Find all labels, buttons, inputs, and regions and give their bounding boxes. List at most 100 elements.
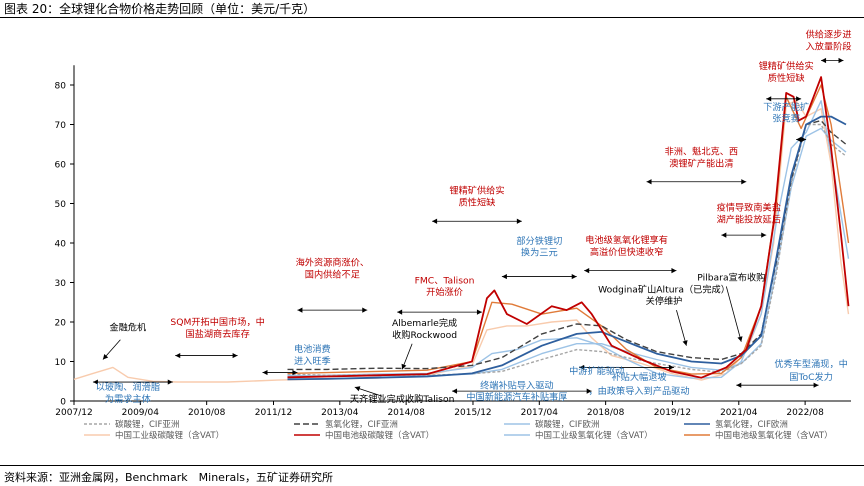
annotation-text: 终端补贴导入驱动 [480, 379, 554, 391]
annotation-text: 质性短缺 [768, 72, 805, 84]
x-tick-label: 2021/04 [720, 408, 758, 418]
annotation-text: 疫情导致南美盐 [717, 202, 781, 214]
annotation-text: FMC、Talison [415, 275, 475, 286]
x-tick-label: 2013/04 [321, 408, 359, 418]
annotation-text: 锂精矿供给实 [449, 185, 504, 197]
bottom-rule [0, 465, 864, 466]
annotation-text: 进入旺季 [294, 355, 331, 367]
annotation-text: 收购Rockwood [392, 329, 457, 341]
y-tick-label: 50 [55, 200, 67, 210]
legend-label: 氢氧化锂，CIF欧洲 [715, 419, 788, 430]
annotation-text: 质性短缺 [459, 196, 496, 208]
top-rule [0, 17, 864, 18]
annotation-text: 湖产能投放延后 [717, 213, 781, 225]
annotation-text: SQM开拓中国市场，中 [170, 316, 265, 328]
y-tick-label: 60 [55, 161, 67, 171]
annotation-text: 部分铁锂切 [516, 235, 562, 247]
legend-label: 中国工业级碳酸锂（含VAT） [115, 430, 224, 441]
legend-label: 中国电池级氢氧化锂（含VAT） [715, 430, 833, 441]
annotation-text: 电池消费 [294, 343, 331, 355]
annotation-text: Wodgina矿山Altura（已完成） [598, 283, 730, 295]
y-tick-label: 80 [55, 82, 67, 92]
arrow-head [432, 218, 438, 224]
annotation-text: 下游产能扩 [763, 101, 809, 113]
annotation-text: 以玻陶、润滑脂 [96, 381, 160, 393]
annotation-text: Pilbara宣布收购 [697, 272, 765, 284]
annotation-text: 入放量阶段 [806, 40, 852, 52]
annotation-text: 澳锂矿产能出清 [669, 157, 733, 169]
annotation-text: 供给逐步进 [806, 29, 852, 41]
arrow-head [646, 179, 652, 185]
annotation-text: 国内供给不足 [305, 268, 360, 280]
annotation-text: 关停维护 [646, 295, 683, 307]
arrow-head [516, 218, 522, 224]
arrow-head [821, 57, 827, 64]
figure-title: 图表 20：全球锂化合物价格走势回顾（单位：美元/千克） [4, 2, 316, 16]
annotation-text: 高溢价但快速收窄 [590, 246, 664, 258]
x-tick-label: 2010/08 [188, 408, 226, 418]
arrow-head [737, 336, 743, 342]
series-line [287, 76, 850, 379]
arrow-head [397, 309, 403, 315]
arrow-head [262, 369, 268, 376]
x-tick-label: 2009/04 [122, 408, 160, 418]
arrow-head [175, 352, 181, 359]
annotation-text: 中国新能源汽车补贴事厚 [466, 391, 567, 403]
event-arrow [725, 286, 742, 342]
annotation-text: 电池级氢氧化锂享有 [585, 234, 668, 246]
arrow-head [736, 382, 742, 388]
annotation-text: 天齐锂业完成收购Talison [350, 393, 455, 405]
annotation-text: 开始涨价 [426, 286, 463, 298]
arrow-head [741, 179, 747, 185]
arrow-head [721, 232, 727, 238]
arrow-head [796, 136, 802, 143]
arrow-head [102, 354, 109, 360]
annotation-text: 中游扩能驱动 [569, 365, 624, 377]
arrow-head [682, 340, 688, 346]
arrow-head [232, 352, 238, 359]
arrow-head [766, 96, 772, 102]
legend-label: 碳酸锂，CIF欧洲 [535, 419, 599, 430]
event-arrow [676, 310, 687, 346]
arrow-head [292, 369, 298, 376]
annotation-text: Albemarle完成 [392, 317, 457, 329]
source-note: 资料来源：亚洲金属网，Benchmark Minerals，五矿证券研究所 [4, 471, 333, 484]
series-line [287, 84, 850, 375]
annotation-text: 优秀车型涌现，中 [774, 358, 848, 370]
legend-label: 中国电池级碳酸锂（含VAT） [325, 430, 434, 441]
annotation-text: ，由政策导入到产品驱动 [589, 385, 690, 397]
arrow-head [584, 268, 590, 274]
arrow-head [579, 364, 585, 371]
annotation-text: 国盐湖商去库存 [185, 328, 249, 340]
legend-label: 碳酸锂，CIF亚洲 [115, 419, 179, 430]
arrow-head [501, 273, 507, 280]
annotation-text: 金融危机 [109, 322, 146, 334]
arrow-head [476, 309, 482, 315]
arrow-head [362, 307, 368, 313]
x-tick-label: 2007/12 [55, 408, 92, 418]
annotation-text: 海外资源商涨价、 [296, 257, 370, 269]
legend-label: 氢氧化锂，CIF亚洲 [325, 419, 398, 430]
y-tick-label: 30 [55, 279, 67, 289]
arrow-head [586, 388, 592, 394]
x-tick-label: 2018/08 [587, 408, 625, 418]
x-tick-label: 2022/08 [786, 408, 824, 418]
x-tick-label: 2011/12 [255, 408, 292, 418]
arrow-head [167, 379, 173, 385]
y-tick-label: 20 [55, 319, 67, 329]
annotation-text: 换为三元 [521, 247, 558, 259]
y-tick-label: 40 [55, 240, 67, 250]
x-tick-label: 2015/12 [454, 408, 491, 418]
x-tick-label: 2017/04 [521, 408, 559, 418]
arrow-head [571, 273, 577, 280]
series-line [73, 100, 850, 383]
annotation-text: 锂精矿供给实 [759, 60, 814, 72]
annotation-text: 补贴大幅退坡 [611, 371, 666, 383]
x-tick-label: 2014/08 [387, 408, 425, 418]
arrow-head [401, 363, 407, 370]
arrow-head [801, 136, 807, 143]
arrow-head [671, 268, 677, 274]
arrow-head [668, 364, 674, 371]
